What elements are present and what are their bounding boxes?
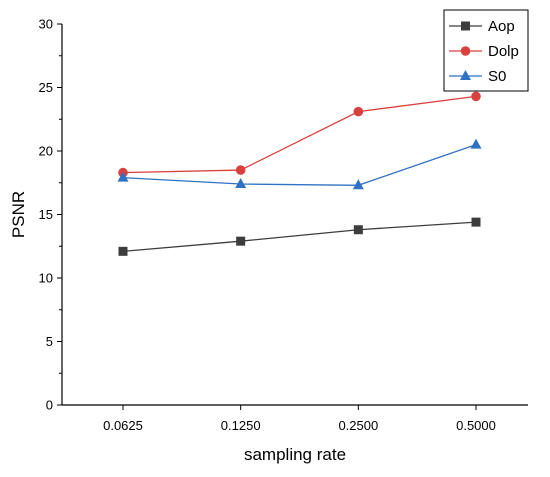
legend-item: Dolp bbox=[449, 43, 519, 60]
y-tick-label: 15 bbox=[39, 207, 53, 222]
x-tick-label: 0.0625 bbox=[103, 418, 143, 433]
data-point bbox=[117, 171, 129, 182]
series-line bbox=[122, 221, 477, 252]
legend-marker bbox=[460, 46, 471, 56]
y-tick-label: 0 bbox=[46, 398, 53, 413]
series-line bbox=[122, 95, 477, 174]
series-s0 bbox=[117, 138, 482, 190]
data-point bbox=[470, 138, 482, 149]
legend: Aop Dolp S0 bbox=[443, 9, 529, 92]
series-line bbox=[122, 144, 477, 186]
legend-item: S0 bbox=[449, 68, 506, 85]
data-point bbox=[471, 217, 481, 227]
x-tick-label: 0.2500 bbox=[338, 418, 378, 433]
y-tick-label: 20 bbox=[39, 144, 53, 159]
legend-label: Dolp bbox=[488, 43, 519, 60]
data-point bbox=[352, 179, 364, 190]
legend-marker bbox=[460, 70, 471, 80]
series-dolp bbox=[118, 91, 481, 178]
y-axis-label: PSNR bbox=[9, 191, 28, 238]
y-tick-label: 5 bbox=[46, 334, 53, 349]
data-point bbox=[471, 91, 481, 102]
x-ticks: 0.0625 0.1250 0.2500 0.5000 bbox=[103, 405, 496, 433]
data-point bbox=[118, 246, 128, 256]
data-point bbox=[235, 165, 246, 175]
data-point bbox=[353, 106, 364, 117]
legend-label: S0 bbox=[488, 68, 506, 85]
x-tick-label: 0.1250 bbox=[221, 418, 261, 433]
legend-label: Aop bbox=[488, 18, 515, 35]
legend-marker bbox=[461, 21, 470, 31]
y-tick-label: 25 bbox=[39, 80, 53, 95]
series-aop bbox=[118, 217, 481, 256]
data-point bbox=[235, 178, 247, 189]
x-tick-label: 0.5000 bbox=[456, 418, 496, 433]
series-group bbox=[117, 91, 482, 256]
data-point bbox=[236, 236, 246, 246]
y-tick-label: 10 bbox=[39, 271, 53, 286]
y-tick-label: 30 bbox=[39, 17, 53, 32]
x-axis-label: sampling rate bbox=[244, 445, 346, 464]
legend-item: Aop bbox=[449, 18, 515, 35]
data-point bbox=[353, 225, 363, 235]
y-ticks: 0 5 10 15 20 25 30 bbox=[39, 17, 62, 413]
